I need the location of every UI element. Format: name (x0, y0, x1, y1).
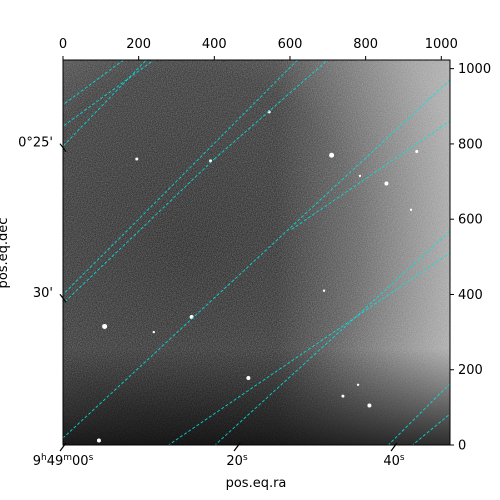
star-5 (384, 181, 389, 186)
dec-grid-line-5 (387, 383, 450, 445)
pixel-y-axis: 0 200 400 600 800 1000 (450, 62, 491, 454)
star-4 (329, 152, 335, 158)
star-9 (455, 90, 458, 93)
y-tick-label-200: 200 (458, 363, 483, 378)
coordinate-grid (63, 60, 450, 445)
dec-grid-line-1 (63, 158, 215, 305)
x-tick-label-400: 400 (202, 37, 227, 52)
dec-axis: 0°25' 30' (18, 136, 67, 303)
y-tick-label-400: 400 (458, 288, 483, 303)
star-16 (358, 174, 362, 178)
y-tick-label-600: 600 (458, 213, 483, 228)
stars (96, 90, 458, 443)
star-14 (356, 383, 360, 386)
star-12 (96, 438, 101, 443)
image-panel (63, 60, 458, 445)
dec-grid-line-3 (63, 79, 450, 439)
dec-grid-line-2 (214, 60, 329, 160)
dec-grid-line-0 (63, 60, 147, 147)
star-11 (267, 110, 271, 114)
star-6 (415, 149, 419, 153)
ra-grid-line-5 (167, 252, 450, 445)
y-tick-label-0: 0 (458, 439, 466, 454)
x-tick-label-800: 800 (353, 37, 378, 52)
star-8 (367, 403, 372, 408)
star-2 (246, 376, 251, 381)
y-axis-label: pos.eq.dec (0, 218, 11, 289)
ra-tick-mark-1 (233, 442, 241, 452)
dec-tick-mark-1 (59, 293, 67, 303)
plot-frame (62, 59, 451, 446)
ra-grid-line-1 (63, 60, 124, 106)
ra-tick-mark-0 (59, 442, 67, 452)
ra-axis: 9h49m00s 20s 40s (33, 442, 405, 469)
star-7 (135, 157, 139, 161)
star-13 (152, 330, 155, 334)
star-15 (322, 289, 326, 292)
star-17 (409, 208, 413, 211)
x-tick-label-200: 200 (126, 37, 151, 52)
ra-grid-line-4 (289, 120, 450, 231)
ra-tick-label-2: 40s (383, 453, 405, 469)
ra-tick-label-1: 20s (226, 453, 248, 469)
ra-grid-line-2 (130, 60, 298, 228)
dec-tick-label-1: 30' (33, 286, 53, 301)
pixel-x-axis: 0 200 400 600 800 1000 (59, 37, 458, 60)
sky-bottom-shadow (63, 60, 450, 445)
x-axis-label: pos.eq.ra (226, 476, 287, 491)
x-tick-label-1000: 1000 (425, 37, 458, 52)
star-3 (341, 394, 345, 398)
dec-tick-label-0: 0°25' (18, 136, 53, 151)
ra-tick-label-0: 9h49m00s (33, 453, 94, 469)
x-tick-label-600: 600 (278, 37, 303, 52)
star-0 (102, 323, 108, 329)
y-tick-label-1000: 1000 (458, 62, 491, 77)
dec-tick-mark-0 (59, 143, 67, 153)
y-tick-label-800: 800 (458, 137, 483, 152)
x-tick-label-0: 0 (59, 37, 67, 52)
ra-tick-mark-2 (390, 442, 398, 452)
